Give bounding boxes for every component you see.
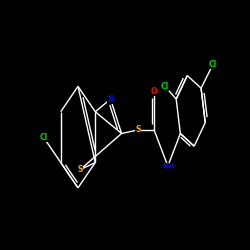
Text: S: S bbox=[136, 125, 141, 134]
Text: Cl: Cl bbox=[39, 132, 48, 141]
Text: Cl: Cl bbox=[209, 60, 217, 69]
Text: Cl: Cl bbox=[161, 82, 169, 91]
Text: N: N bbox=[107, 94, 114, 104]
Text: NH: NH bbox=[162, 163, 174, 169]
Text: O: O bbox=[151, 87, 157, 96]
Text: S: S bbox=[78, 165, 83, 174]
